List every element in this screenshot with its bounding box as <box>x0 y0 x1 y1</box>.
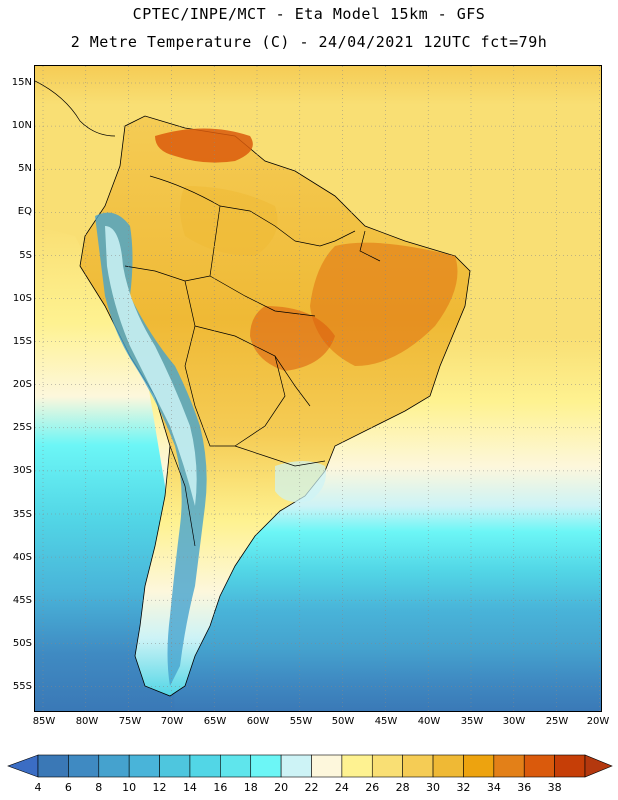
lon-tick-label: 30W <box>502 716 526 727</box>
chart-title: CPTEC/INPE/MCT - Eta Model 15km - GFS <box>132 5 486 23</box>
colorbar-tick-label: 16 <box>213 781 228 794</box>
lon-tick-label: 50W <box>331 716 355 727</box>
colorbar-swatch <box>189 754 221 778</box>
colorbar-over-arrow <box>584 754 613 778</box>
colorbar-swatch <box>432 754 464 778</box>
lat-tick-label: EQ <box>17 206 32 217</box>
uruguay-cool <box>275 461 326 503</box>
map-gridlines <box>35 66 601 711</box>
colorbar-tick-label: 4 <box>34 781 42 794</box>
colorbar-swatch <box>311 754 343 778</box>
lat-tick-label: 10N <box>11 120 32 131</box>
lat-tick-label: 35S <box>12 509 32 520</box>
chart-subtitle: 2 Metre Temperature (C) - 24/04/2021 12U… <box>70 33 548 51</box>
colorbar-tick-label: 22 <box>304 781 319 794</box>
lat-tick-label: 10S <box>12 293 32 304</box>
colorbar-tick-label: 12 <box>152 781 167 794</box>
lon-tick-label: 85W <box>32 716 56 727</box>
colorbar-tick-label: 6 <box>64 781 72 794</box>
colorbar-tick-label: 14 <box>182 781 197 794</box>
colorbar-swatch <box>98 754 130 778</box>
colorbar-swatch <box>250 754 282 778</box>
colorbar-tick-label: 30 <box>426 781 441 794</box>
colorbar-tick-label: 26 <box>365 781 380 794</box>
lat-tick-label: 5N <box>18 163 32 174</box>
lat-tick-label: 50S <box>12 638 32 649</box>
colorbar-swatch <box>402 754 434 778</box>
colorbar-swatch <box>463 754 495 778</box>
lat-tick-label: 40S <box>12 552 32 563</box>
colorbar-tick-label: 20 <box>274 781 289 794</box>
andes-highlands <box>105 226 197 506</box>
colorbar-swatch <box>128 754 160 778</box>
country-borders <box>124 175 381 547</box>
lat-tick-label: 15S <box>12 336 32 347</box>
colorbar-under-arrow <box>7 754 39 778</box>
colorbar-swatch <box>341 754 373 778</box>
brazil-ne-hot <box>310 242 458 366</box>
colorbar-tick-label: 38 <box>547 781 562 794</box>
colorbar-swatch <box>220 754 252 778</box>
colorbar-tick-label: 18 <box>243 781 258 794</box>
lon-tick-label: 80W <box>75 716 99 727</box>
lon-tick-label: 70W <box>160 716 184 727</box>
lon-tick-label: 40W <box>417 716 441 727</box>
lon-tick-label: 60W <box>246 716 270 727</box>
lon-tick-label: 55W <box>289 716 313 727</box>
colorbar-tick-label: 32 <box>456 781 471 794</box>
lon-tick-label: 75W <box>118 716 142 727</box>
colorbar-swatch <box>37 754 69 778</box>
map-panel <box>34 65 602 712</box>
colorbar-swatch <box>68 754 100 778</box>
temperature-map <box>35 66 601 711</box>
colorbar-tick-label: 28 <box>395 781 410 794</box>
lon-tick-label: 20W <box>586 716 610 727</box>
amazon-warm <box>180 186 278 256</box>
lat-tick-label: 5S <box>19 250 32 261</box>
central-america-coast <box>35 80 116 137</box>
lat-tick-label: 30S <box>12 465 32 476</box>
colorbar-tick-label: 8 <box>95 781 103 794</box>
lat-tick-label: 45S <box>12 595 32 606</box>
colorbar-tick-label: 36 <box>517 781 532 794</box>
lon-tick-label: 25W <box>545 716 569 727</box>
lat-tick-label: 25S <box>12 422 32 433</box>
venezuela-hot <box>155 128 253 163</box>
colorbar-swatch <box>159 754 191 778</box>
lon-tick-label: 35W <box>460 716 484 727</box>
lat-tick-label: 15N <box>11 77 32 88</box>
pacific-field <box>35 226 175 711</box>
colorbar-swatch <box>280 754 312 778</box>
colorbar-swatch <box>371 754 403 778</box>
colorbar-tick-label: 24 <box>334 781 349 794</box>
lat-tick-label: 20S <box>12 379 32 390</box>
mato-grosso-hot <box>250 306 335 371</box>
andes-cool <box>95 212 207 686</box>
colorbar <box>7 754 613 778</box>
colorbar-tick-label: 10 <box>122 781 137 794</box>
colorbar-swatch <box>493 754 525 778</box>
lon-tick-label: 45W <box>374 716 398 727</box>
colorbar-swatch <box>554 754 586 778</box>
lon-tick-label: 65W <box>203 716 227 727</box>
colorbar-swatch <box>523 754 555 778</box>
colorbar-tick-label: 34 <box>486 781 501 794</box>
lat-tick-label: 55S <box>12 681 32 692</box>
